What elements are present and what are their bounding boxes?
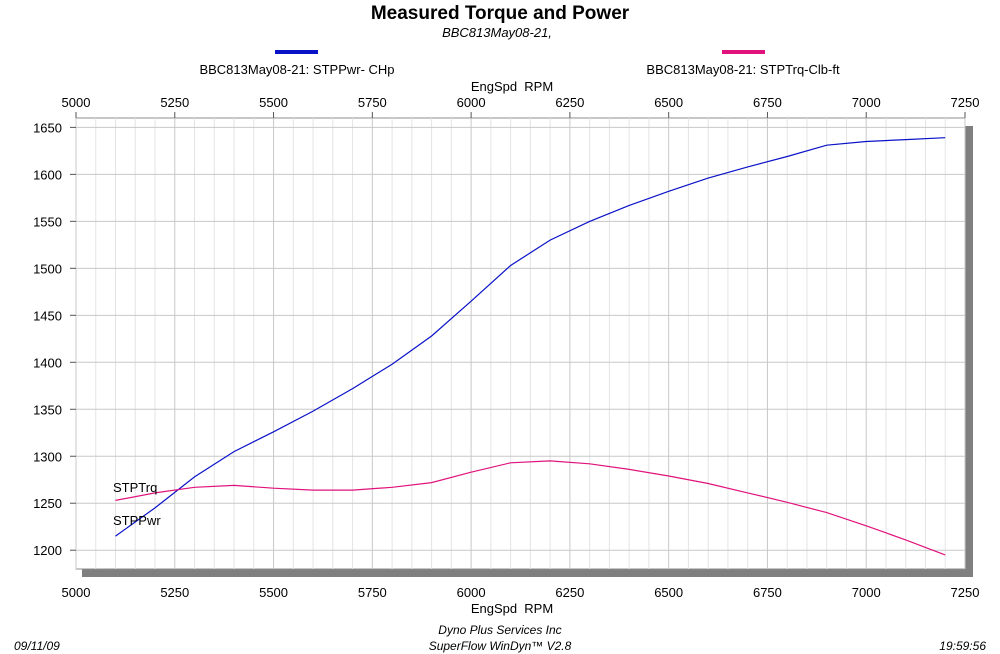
x-tick-label-top: 5750: [358, 95, 387, 110]
x-tick-label-bottom: 7000: [852, 585, 881, 600]
x-tick-label-top: 6000: [457, 95, 486, 110]
legend-label-torque: BBC813May08-21: STPTrq-Clb-ft: [646, 62, 840, 77]
y-tick-label: 1400: [33, 355, 62, 370]
series-line-stppwr: [115, 137, 946, 537]
footer-time: 19:59:56: [939, 639, 986, 653]
x-tick-label-top: 6250: [555, 95, 584, 110]
x-tick-label-top: 7000: [852, 95, 881, 110]
x-axis-title-bottom: EngSpd RPM: [471, 601, 553, 616]
y-tick-label: 1550: [33, 214, 62, 229]
y-axis: 1200 1250 1300 1350 1400 1450 1500 1550 1600 1650: [33, 120, 76, 558]
plot-area: [75, 117, 966, 570]
y-tick-label: 1650: [33, 120, 62, 135]
y-tick-label: 1250: [33, 496, 62, 511]
x-tick-label-top: 5250: [160, 95, 189, 110]
footer-date: 09/11/09: [14, 639, 60, 653]
legend: BBC813May08-21: STPPwr- CHp BBC813May08-…: [199, 50, 840, 77]
y-tick-label: 1200: [33, 543, 62, 558]
x-tick-label-bottom: 5750: [358, 585, 387, 600]
series-group: [115, 137, 946, 556]
x-tick-label-bottom: 5500: [259, 585, 288, 600]
series-line-stptrq: [115, 460, 946, 556]
y-tick-label: 1500: [33, 261, 62, 276]
bottom-x-axis: 5000 5250 5500 5750 6000 6250 6500 6750 7000 7250: [62, 585, 980, 600]
plot-shadow-bottom: [82, 569, 973, 577]
footer-software: SuperFlow WinDyn™ V2.8: [429, 639, 572, 653]
x-tick-label-bottom: 7250: [951, 585, 980, 600]
x-tick-label-top: 6500: [654, 95, 683, 110]
x-tick-label-bottom: 5000: [62, 585, 91, 600]
y-tick-label: 1350: [33, 402, 62, 417]
chart-subtitle: BBC813May08-21,: [442, 25, 552, 40]
x-tick-label-bottom: 6000: [457, 585, 486, 600]
chart-title: Measured Torque and Power: [371, 3, 630, 24]
x-axis-title-top: EngSpd RPM: [471, 79, 553, 94]
x-tick-label-top: 5500: [259, 95, 288, 110]
grid: [75, 118, 966, 569]
y-tick-label: 1450: [33, 308, 62, 323]
footer-company: Dyno Plus Services Inc: [438, 623, 561, 637]
series-label-power: STPPwr: [113, 513, 161, 528]
x-tick-label-top: 6750: [753, 95, 782, 110]
legend-label-power: BBC813May08-21: STPPwr- CHp: [199, 62, 394, 77]
x-tick-label-bottom: 6500: [654, 585, 683, 600]
x-tick-label-bottom: 6250: [555, 585, 584, 600]
series-label-torque: STPTrq: [113, 480, 157, 495]
plot-shadow-right: [965, 126, 973, 576]
y-tick-label: 1600: [33, 167, 62, 182]
x-tick-label-top: 5000: [62, 95, 91, 110]
x-tick-label-top: 7250: [951, 95, 980, 110]
x-tick-label-bottom: 6750: [753, 585, 782, 600]
y-tick-label: 1300: [33, 449, 62, 464]
top-x-axis: 5000 5250 5500 5750 6000 6250 6500 6750 7000 7250: [62, 95, 980, 118]
x-tick-label-bottom: 5250: [160, 585, 189, 600]
